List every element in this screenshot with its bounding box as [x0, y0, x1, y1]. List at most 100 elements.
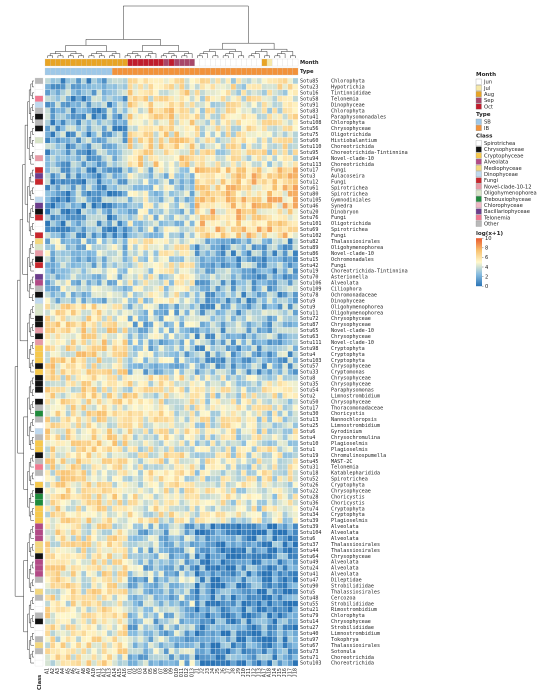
heatmap-cell	[184, 101, 190, 108]
heatmap-cell	[277, 143, 283, 150]
heatmap-cell	[132, 452, 139, 459]
heatmap-cell	[261, 267, 268, 275]
heatmap-cell	[101, 303, 108, 310]
heatmap-cell	[277, 368, 283, 376]
heatmap-cell	[70, 196, 77, 203]
heatmap-cell	[287, 273, 294, 281]
heatmap-cell	[153, 493, 159, 500]
type-annotation-cell	[50, 67, 56, 76]
heatmap-cell	[277, 547, 283, 554]
heatmap-cell	[127, 196, 133, 203]
heatmap-cell	[127, 303, 133, 310]
heatmap-cell	[163, 315, 170, 322]
heatmap-cell	[189, 416, 195, 423]
heatmap-cell	[204, 166, 211, 174]
heatmap-cell	[194, 125, 201, 132]
heatmap-cell	[225, 339, 232, 346]
heatmap-cell	[91, 463, 97, 471]
heatmap-cell	[101, 196, 108, 203]
heatmap-cell	[179, 256, 185, 263]
class-annotation-cell	[34, 606, 44, 613]
heatmap-cell	[225, 95, 232, 102]
heatmap-cell	[91, 351, 97, 358]
heatmap-cell	[210, 398, 216, 405]
heatmap-cell	[70, 618, 77, 625]
heatmap-cell	[246, 101, 252, 108]
heatmap-cell	[148, 362, 154, 370]
heatmap-cell	[96, 618, 102, 625]
heatmap-cell	[50, 107, 56, 114]
heatmap-cell	[261, 190, 268, 197]
heatmap-cell	[86, 368, 92, 376]
month-annotation-cell	[272, 58, 278, 67]
heatmap-cell	[210, 143, 216, 150]
heatmap-cell	[44, 303, 51, 310]
heatmap-cell	[272, 166, 278, 174]
heatmap-cell	[261, 345, 268, 352]
heatmap-cell	[101, 380, 108, 388]
heatmap-cell	[86, 261, 92, 269]
heatmap-cell	[111, 315, 118, 322]
heatmap-cell	[189, 570, 195, 578]
heatmap-cell	[86, 553, 92, 560]
heatmap-cell	[215, 475, 221, 483]
heatmap-cell	[91, 256, 97, 263]
heatmap-cell	[220, 339, 226, 346]
heatmap-cell	[282, 505, 288, 512]
heatmap-cell	[142, 618, 149, 625]
dendrogram-branch	[32, 223, 34, 230]
heatmap-cell	[106, 594, 113, 601]
heatmap-cell	[220, 137, 226, 144]
heatmap-cell	[44, 386, 51, 393]
heatmap-cell	[184, 327, 190, 334]
heatmap-cell	[277, 564, 283, 572]
heatmap-cell	[173, 416, 180, 423]
heatmap-cell	[81, 214, 87, 221]
heatmap-cell	[117, 618, 123, 625]
class-annotation-cell	[34, 95, 44, 102]
heatmap-cell	[204, 618, 211, 625]
heatmap-cell	[251, 630, 257, 637]
heatmap-cell	[96, 594, 102, 601]
heatmap-cell	[148, 202, 154, 209]
heatmap-cell	[204, 89, 211, 96]
heatmap-cell	[111, 362, 118, 370]
heatmap-cell	[184, 196, 190, 203]
heatmap-cell	[111, 351, 118, 358]
heatmap-cell	[122, 398, 128, 405]
heatmap-cell	[132, 446, 139, 453]
heatmap-cell	[55, 446, 61, 453]
heatmap-cell	[44, 362, 51, 370]
heatmap-cell	[272, 297, 278, 304]
heatmap-cell	[96, 535, 102, 542]
dendrogram-branch	[238, 55, 245, 58]
heatmap-cell	[148, 303, 154, 310]
dendrogram-branch	[32, 187, 34, 195]
heatmap-cell	[50, 576, 56, 584]
heatmap-cell	[266, 446, 273, 453]
heatmap-cell	[70, 493, 77, 500]
heatmap-cell	[215, 149, 221, 156]
heatmap-cell	[158, 339, 164, 346]
heatmap-cell	[158, 404, 164, 411]
heatmap-cell	[246, 244, 252, 251]
heatmap-cell	[266, 256, 273, 263]
heatmap-cell	[220, 410, 226, 417]
heatmap-cell	[173, 553, 180, 560]
heatmap-cell	[179, 463, 185, 471]
heatmap-cell	[122, 624, 128, 631]
heatmap-cell	[142, 149, 149, 156]
heatmap-cell	[168, 196, 175, 203]
heatmap-cell	[75, 208, 82, 215]
dendrogram-branch	[49, 53, 61, 56]
class-annotation-cell	[34, 618, 44, 625]
class-annotation-cell	[34, 398, 44, 405]
heatmap-cell	[65, 226, 71, 233]
heatmap-cell	[282, 446, 288, 453]
heatmap-cell	[111, 155, 118, 162]
heatmap-cell	[168, 558, 175, 566]
heatmap-cell	[163, 570, 170, 578]
heatmap-cell	[96, 184, 102, 192]
heatmap-cell	[132, 333, 139, 340]
heatmap-cell	[230, 481, 237, 488]
